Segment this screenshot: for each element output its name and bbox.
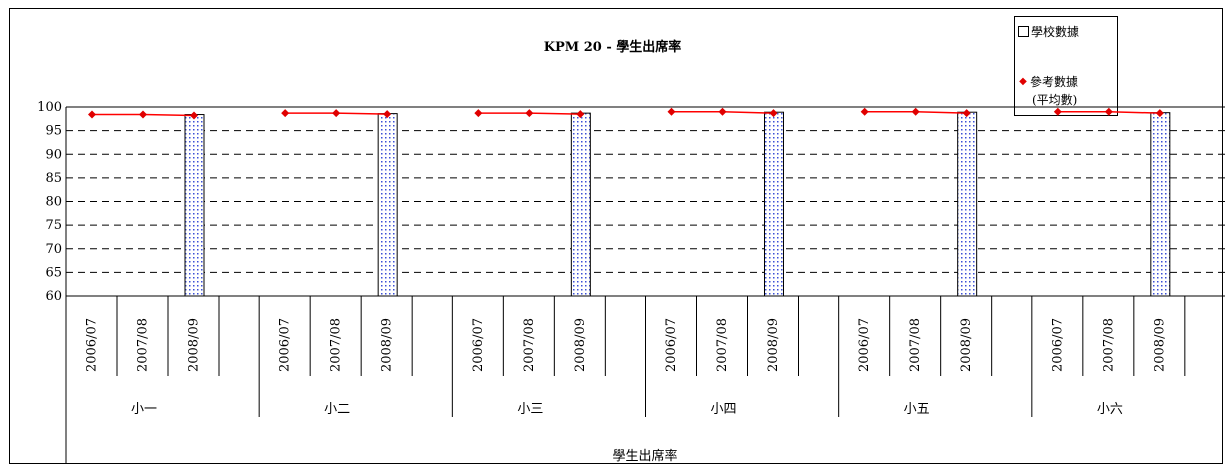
bar	[1150, 112, 1171, 297]
x-group-label: 小六	[1097, 402, 1123, 417]
x-group-label: 小三	[517, 402, 543, 417]
reference-marker	[962, 109, 971, 118]
y-tick-label: 75	[45, 218, 62, 233]
y-tick-label: 95	[45, 124, 62, 139]
reference-marker	[911, 107, 920, 116]
x-year-label: 2008/09	[187, 318, 202, 372]
reference-marker	[525, 109, 534, 118]
x-year-label: 2007/08	[136, 318, 151, 372]
reference-marker	[190, 111, 198, 120]
x-group-label: 小二	[324, 402, 350, 417]
x-group-label: 小四	[710, 402, 736, 417]
legend: 學校數據 ◆ 參考數據 (平均數)	[1014, 16, 1118, 116]
reference-marker	[1104, 107, 1113, 116]
y-tick-label: 85	[45, 171, 62, 186]
y-tick-label: 80	[45, 195, 62, 210]
chart-title: KPM 20 - 學生出席率	[543, 40, 682, 55]
x-year-label: 2007/08	[715, 318, 730, 372]
x-axis-title: 學生出席率	[612, 448, 677, 464]
x-year-label: 2006/07	[664, 318, 679, 372]
legend-bar-swatch-icon	[1018, 26, 1029, 37]
x-year-label: 2008/09	[959, 318, 974, 372]
x-year-label: 2007/08	[329, 318, 344, 372]
x-year-label: 2006/07	[471, 318, 486, 372]
y-tick-label: 90	[45, 147, 62, 162]
legend-label-reference: 參考數據	[1030, 75, 1079, 89]
x-year-label: 2007/08	[522, 318, 537, 372]
reference-marker	[474, 109, 483, 118]
y-tick-label: 60	[45, 289, 62, 304]
y-tick-label: 70	[45, 242, 62, 257]
reference-marker	[281, 109, 290, 118]
x-year-label: 2008/09	[573, 318, 588, 372]
reference-marker	[332, 109, 341, 118]
bar	[957, 111, 978, 297]
x-year-label: 2008/09	[1152, 318, 1167, 372]
x-year-label: 2007/08	[1101, 318, 1116, 372]
bar	[377, 113, 398, 297]
legend-item-school: 學校數據	[1018, 23, 1079, 40]
reference-marker	[139, 110, 147, 119]
chart-frame	[9, 8, 1223, 464]
x-group-label: 小五	[904, 402, 930, 417]
x-year-label: 2006/07	[85, 318, 100, 372]
reference-marker	[667, 107, 676, 116]
x-year-label: 2008/09	[380, 318, 395, 372]
bar	[570, 112, 591, 297]
bar	[184, 114, 205, 297]
reference-marker	[860, 107, 869, 116]
reference-marker	[383, 110, 392, 119]
x-year-label: 2008/09	[766, 318, 781, 372]
y-tick-label: 100	[37, 100, 62, 115]
reference-marker	[1155, 109, 1164, 118]
x-year-label: 2006/07	[857, 318, 872, 372]
y-tick-label: 65	[45, 265, 62, 280]
x-year-label: 2007/08	[908, 318, 923, 372]
reference-marker	[769, 109, 778, 118]
legend-label-reference-sub: (平均數)	[1032, 93, 1078, 107]
reference-marker	[88, 110, 96, 119]
legend-item-reference: ◆ 參考數據	[1018, 73, 1078, 90]
bar	[764, 111, 784, 297]
legend-diamond-marker-icon: ◆	[1019, 76, 1027, 87]
x-group-label: 小一	[131, 402, 157, 417]
reference-marker	[718, 107, 727, 116]
x-year-label: 2006/07	[1050, 318, 1065, 372]
legend-label-school: 學校數據	[1031, 25, 1080, 39]
reference-marker	[1053, 107, 1062, 116]
x-year-label: 2006/07	[278, 318, 293, 372]
reference-marker	[576, 110, 585, 119]
